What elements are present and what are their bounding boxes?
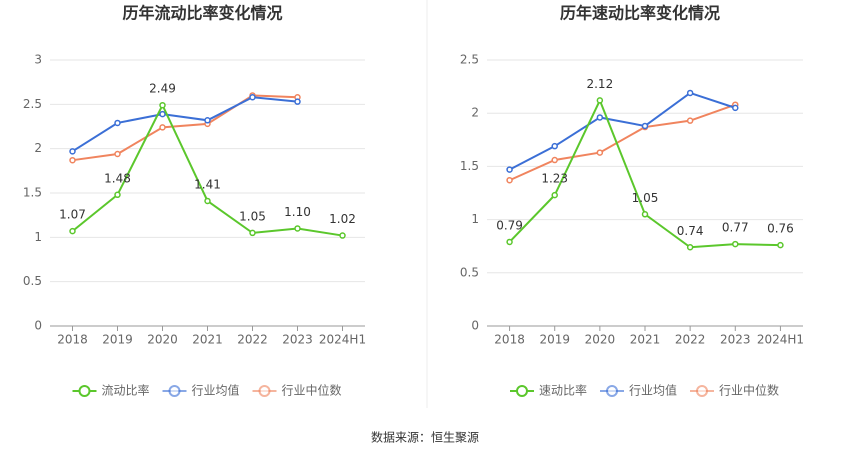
- point: [249, 93, 256, 101]
- point: [686, 89, 694, 97]
- point: [551, 156, 558, 164]
- point: [204, 197, 211, 205]
- legend-label: 行业中位数: [719, 383, 779, 398]
- point: [249, 229, 256, 237]
- x-tick-label: 2021: [630, 333, 661, 347]
- point: [159, 101, 166, 109]
- point: [114, 191, 121, 199]
- legend-icon: [78, 385, 91, 397]
- y-tick-label: 2: [34, 141, 42, 155]
- value-label: 1.41: [194, 177, 221, 191]
- x-tick-label: 2021: [192, 333, 223, 347]
- y-tick-label: 2.5: [460, 53, 479, 67]
- y-tick-label: 0.5: [23, 274, 42, 288]
- x-tick-label: 2024H1: [757, 333, 804, 347]
- point: [506, 176, 513, 184]
- chart-title: 历年速动比率变化情况: [560, 4, 720, 23]
- point: [69, 156, 76, 164]
- point: [596, 149, 604, 156]
- point: [69, 227, 76, 235]
- y-tick-label: 0: [34, 319, 42, 333]
- series-line: [71, 96, 298, 153]
- point: [686, 244, 694, 251]
- x-tick-label: 2019: [539, 333, 570, 347]
- point: [732, 104, 739, 112]
- value-label: 0.76: [767, 222, 794, 236]
- legend-icon: [168, 385, 181, 397]
- y-tick-label: 2: [471, 106, 479, 120]
- point: [641, 122, 649, 130]
- point: [114, 150, 121, 158]
- value-label: 1.10: [284, 205, 311, 219]
- point: [596, 97, 604, 104]
- x-tick-label: 2020: [585, 333, 616, 347]
- x-tick-label: 2024H1: [319, 333, 366, 347]
- point: [641, 211, 649, 218]
- legend-label: 速动比率: [539, 383, 587, 398]
- x-tick-label: 2022: [237, 333, 268, 347]
- point: [69, 148, 76, 155]
- point: [686, 117, 694, 124]
- x-tick-label: 2020: [147, 333, 178, 347]
- legend-icon: [516, 385, 528, 397]
- chart-title: 历年流动比率变化情况: [122, 4, 282, 23]
- x-tick-label: 2018: [57, 333, 88, 347]
- source: 数据来源：恒生聚源: [371, 430, 479, 445]
- value-label: 1.07: [59, 208, 86, 222]
- y-tick-label: 1: [34, 230, 42, 244]
- legend-label: 行业中位数: [282, 383, 342, 398]
- legend-label: 行业均值: [629, 383, 677, 398]
- point: [732, 240, 739, 248]
- y-tick-label: 0: [471, 319, 479, 333]
- value-label: 0.79: [496, 218, 523, 232]
- point: [506, 238, 513, 246]
- y-tick-label: 2.5: [23, 97, 42, 111]
- legend-icon: [696, 385, 708, 397]
- series-line: [72, 94, 298, 162]
- point: [777, 241, 784, 249]
- point: [551, 191, 558, 199]
- x-tick-label: 2023: [720, 333, 751, 347]
- point: [159, 124, 166, 131]
- value-label: 1.23: [541, 172, 568, 186]
- value-label: 2.49: [149, 82, 176, 96]
- y-tick-label: 3: [34, 53, 42, 67]
- y-tick-label: 1.5: [460, 159, 479, 173]
- point: [339, 232, 346, 239]
- point: [506, 166, 513, 173]
- point: [596, 114, 604, 121]
- point: [294, 98, 301, 105]
- y-tick-label: 1: [471, 212, 479, 226]
- value-label: 0.77: [722, 221, 749, 235]
- legend-label: 流动比率: [102, 383, 150, 398]
- y-tick-label: 0.5: [460, 265, 479, 279]
- value-label: 2.12: [586, 77, 613, 91]
- point: [551, 142, 558, 150]
- x-tick-label: 2022: [675, 333, 706, 347]
- series-line: [509, 91, 736, 171]
- legend-label: 行业均值: [192, 383, 240, 398]
- point: [114, 119, 121, 127]
- point: [294, 225, 301, 232]
- point: [204, 117, 211, 124]
- x-tick-label: 2019: [102, 333, 133, 347]
- legend-icon: [258, 385, 271, 397]
- x-tick-label: 2018: [494, 333, 525, 347]
- value-label: 1.05: [632, 191, 659, 205]
- y-tick-label: 1.5: [23, 186, 42, 200]
- value-label: 1.02: [329, 212, 356, 226]
- value-label: 1.05: [239, 209, 266, 223]
- value-label: 1.48: [104, 171, 131, 185]
- legend-icon: [606, 385, 618, 397]
- point: [159, 110, 166, 118]
- series-line: [509, 103, 736, 182]
- x-tick-label: 2023: [282, 333, 313, 347]
- value-label: 0.74: [677, 224, 704, 238]
